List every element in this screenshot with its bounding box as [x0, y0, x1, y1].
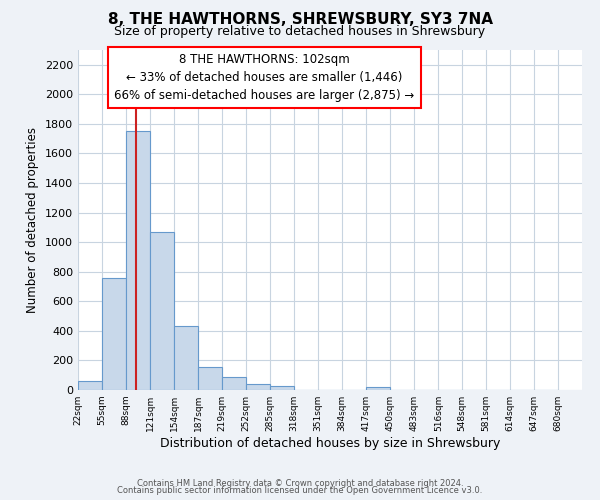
Y-axis label: Number of detached properties: Number of detached properties — [26, 127, 40, 313]
X-axis label: Distribution of detached houses by size in Shrewsbury: Distribution of detached houses by size … — [160, 437, 500, 450]
Bar — [174, 326, 199, 390]
Text: Size of property relative to detached houses in Shrewsbury: Size of property relative to detached ho… — [115, 25, 485, 38]
Bar — [102, 278, 126, 390]
Text: Contains HM Land Registry data © Crown copyright and database right 2024.: Contains HM Land Registry data © Crown c… — [137, 478, 463, 488]
Text: Contains public sector information licensed under the Open Government Licence v3: Contains public sector information licen… — [118, 486, 482, 495]
Bar — [150, 232, 174, 390]
Text: 8 THE HAWTHORNS: 102sqm
← 33% of detached houses are smaller (1,446)
66% of semi: 8 THE HAWTHORNS: 102sqm ← 33% of detache… — [115, 54, 415, 102]
Bar — [126, 132, 150, 390]
Bar — [270, 386, 294, 390]
Bar — [199, 367, 223, 390]
Bar — [221, 378, 246, 390]
Bar — [246, 384, 270, 390]
Bar — [78, 381, 102, 390]
Text: 8, THE HAWTHORNS, SHREWSBURY, SY3 7NA: 8, THE HAWTHORNS, SHREWSBURY, SY3 7NA — [107, 12, 493, 28]
Bar — [366, 387, 390, 390]
